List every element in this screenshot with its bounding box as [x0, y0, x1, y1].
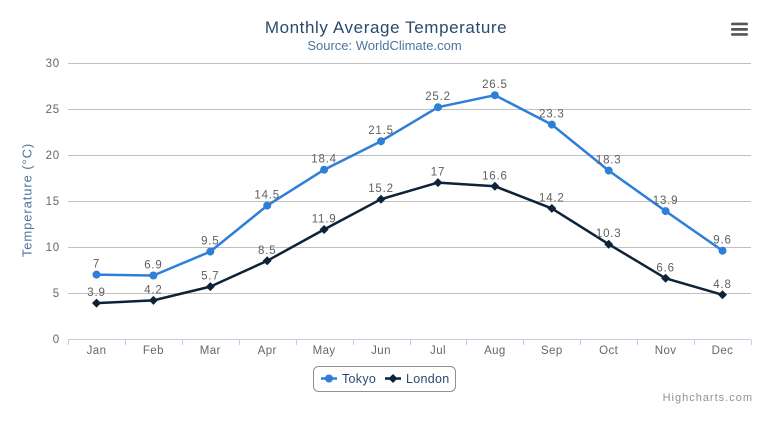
svg-text:26.5: 26.5: [482, 79, 508, 91]
svg-text:16.6: 16.6: [482, 170, 508, 182]
svg-text:3.9: 3.9: [87, 287, 105, 299]
svg-text:10.3: 10.3: [596, 228, 622, 240]
svg-text:30: 30: [46, 58, 60, 70]
svg-text:15.2: 15.2: [368, 183, 394, 195]
svg-text:Jul: Jul: [430, 345, 446, 357]
svg-text:Tokyo: Tokyo: [342, 372, 376, 386]
svg-text:11.9: 11.9: [312, 214, 337, 226]
svg-text:5.7: 5.7: [201, 271, 219, 283]
svg-text:Nov: Nov: [655, 345, 677, 357]
svg-text:4.8: 4.8: [713, 279, 731, 291]
svg-text:18.4: 18.4: [311, 154, 337, 166]
svg-text:Jan: Jan: [87, 345, 107, 357]
svg-text:8.5: 8.5: [258, 245, 276, 257]
svg-text:14.2: 14.2: [539, 192, 565, 204]
svg-text:Feb: Feb: [143, 345, 164, 357]
svg-text:0: 0: [53, 334, 60, 346]
svg-text:25: 25: [46, 104, 60, 116]
svg-text:10: 10: [46, 242, 60, 254]
svg-text:4.2: 4.2: [144, 284, 162, 296]
svg-text:14.5: 14.5: [254, 190, 280, 202]
svg-text:15: 15: [46, 196, 60, 208]
svg-text:6.9: 6.9: [144, 260, 162, 272]
svg-text:23.3: 23.3: [539, 109, 565, 121]
svg-text:25.2: 25.2: [425, 91, 451, 103]
svg-text:18.3: 18.3: [596, 155, 622, 167]
svg-text:Highcharts.com: Highcharts.com: [663, 392, 753, 404]
svg-text:Oct: Oct: [599, 345, 618, 357]
svg-text:Sep: Sep: [541, 345, 563, 357]
svg-text:Mar: Mar: [200, 345, 221, 357]
svg-text:Aug: Aug: [484, 345, 506, 357]
svg-text:20: 20: [46, 150, 60, 162]
svg-text:9.5: 9.5: [201, 236, 219, 248]
svg-text:13.9: 13.9: [653, 195, 679, 207]
svg-text:London: London: [406, 372, 450, 386]
svg-text:21.5: 21.5: [368, 125, 394, 137]
svg-text:Apr: Apr: [258, 345, 277, 357]
svg-text:6.6: 6.6: [656, 262, 674, 274]
svg-text:Jun: Jun: [371, 345, 391, 357]
svg-text:9.6: 9.6: [713, 235, 731, 247]
svg-text:Dec: Dec: [712, 345, 734, 357]
svg-text:7: 7: [93, 259, 100, 271]
svg-text:17: 17: [431, 167, 445, 179]
svg-text:5: 5: [53, 288, 60, 300]
svg-text:Monthly Average Temperature: Monthly Average Temperature: [265, 18, 507, 37]
svg-text:May: May: [313, 345, 336, 357]
svg-text:Source: WorldClimate.com: Source: WorldClimate.com: [307, 38, 461, 53]
svg-text:Temperature (°C): Temperature (°C): [20, 143, 35, 257]
